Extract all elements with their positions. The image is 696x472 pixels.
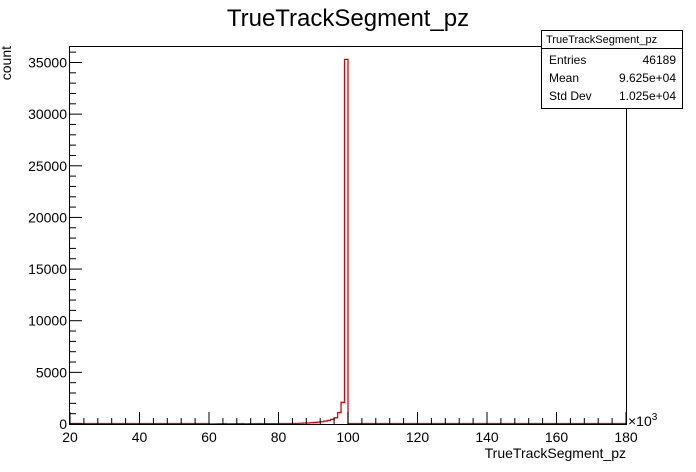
stats-box: TrueTrackSegment_pz Entries 46189 Mean 9… <box>541 30 683 109</box>
x-tick-label: 60 <box>201 429 217 445</box>
x-tick-label: 100 <box>336 429 360 445</box>
stats-box-frame <box>541 30 683 109</box>
y-tick-label: 25000 <box>28 158 67 174</box>
x-tick-label: 140 <box>475 429 499 445</box>
stats-entries-label: Entries <box>549 53 586 67</box>
y-tick-label: 0 <box>59 416 67 432</box>
x-axis-ticks: 20 40 60 80 100 120 140 160 180 <box>62 412 638 445</box>
x-tick-label: 160 <box>545 429 569 445</box>
y-axis-ticks: 0 5000 10000 15000 20000 25000 30000 35000 <box>28 51 82 432</box>
y-tick-label: 30000 <box>28 106 67 122</box>
x-multiplier-exponent: 3 <box>652 412 658 423</box>
x-tick-label: 180 <box>614 429 638 445</box>
x-multiplier-label: ×103 <box>628 412 658 429</box>
x-tick-label: 20 <box>62 429 78 445</box>
x-tick-label: 120 <box>406 429 430 445</box>
chart-title: TrueTrackSegment_pz <box>227 5 469 32</box>
histogram-outline <box>70 58 626 425</box>
stats-stddev-label: Std Dev <box>549 89 592 103</box>
y-tick-label: 20000 <box>28 209 67 225</box>
y-axis-title: count <box>0 46 14 80</box>
stats-stddev-value: 1.025e+04 <box>619 89 676 103</box>
stats-mean-label: Mean <box>549 71 579 85</box>
stats-entries-value: 46189 <box>643 53 677 67</box>
y-tick-label: 5000 <box>36 364 67 380</box>
x-tick-label: 80 <box>271 429 287 445</box>
x-tick-label: 40 <box>132 429 148 445</box>
plot-frame <box>69 46 627 425</box>
stats-box-title: TrueTrackSegment_pz <box>546 34 657 46</box>
y-tick-label: 15000 <box>28 261 67 277</box>
histogram-bars <box>209 59 348 424</box>
stats-mean-value: 9.625e+04 <box>619 71 676 85</box>
x-axis-title: TrueTrackSegment_pz <box>485 445 626 461</box>
y-tick-label: 10000 <box>28 313 67 329</box>
y-tick-label: 35000 <box>28 54 67 70</box>
